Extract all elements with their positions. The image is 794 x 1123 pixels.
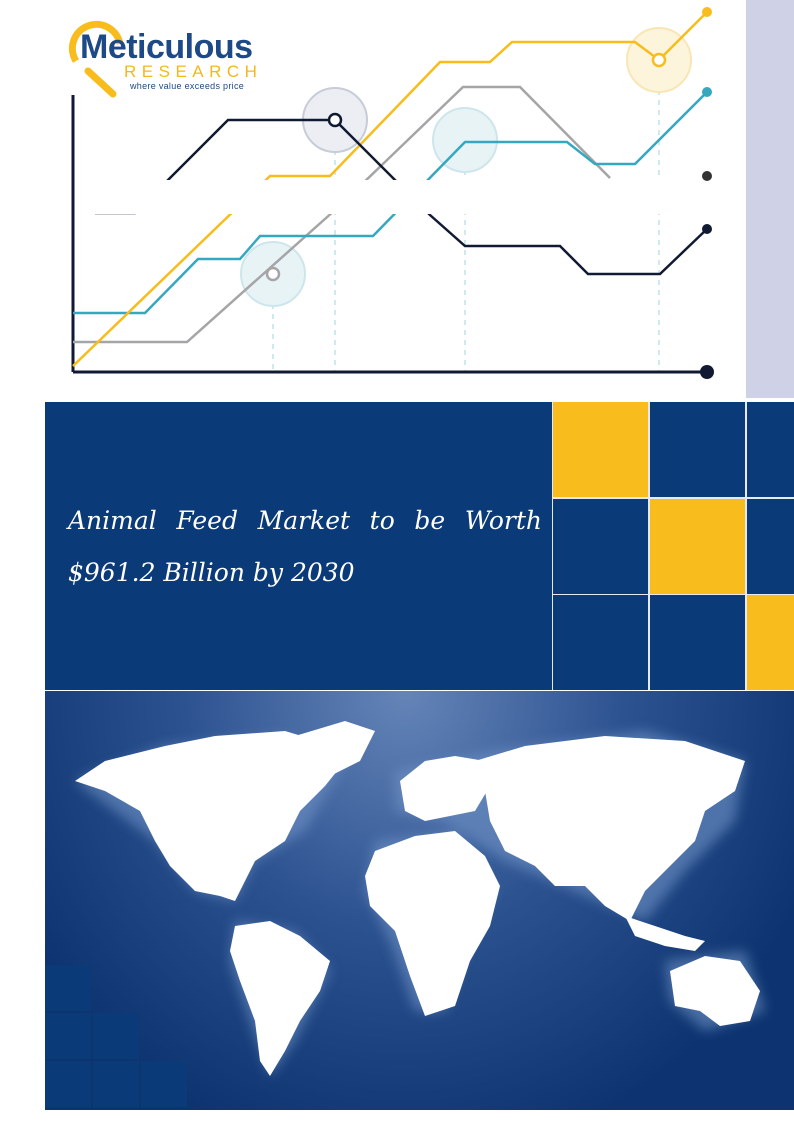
australia xyxy=(670,956,760,1026)
decorative-squares xyxy=(552,402,794,690)
white-band xyxy=(90,180,700,214)
decorative-line-chart xyxy=(71,7,714,379)
europe xyxy=(400,756,490,821)
report-title: Animal Feed Market to be Worth $961.2 Bi… xyxy=(68,506,542,587)
logo-name: Meticulous xyxy=(80,28,253,66)
logo-sub: RESEARCH xyxy=(124,62,263,81)
south-america xyxy=(230,921,330,1076)
corner-squares xyxy=(45,965,189,1109)
africa xyxy=(365,831,500,1016)
north-america xyxy=(75,731,345,901)
highlight-circle xyxy=(432,107,498,173)
axis-end-dot xyxy=(700,365,714,379)
logo-tagline: where value exceeds price xyxy=(130,81,245,91)
logo: Meticulous RESEARCH where value exceeds … xyxy=(68,14,278,104)
southeast-asia xyxy=(625,916,705,951)
greenland xyxy=(295,721,375,776)
magnifier-icon xyxy=(68,20,124,98)
teal-line xyxy=(73,91,708,315)
world-map xyxy=(45,691,794,1110)
gray-line xyxy=(73,85,611,344)
yellow-line xyxy=(72,11,708,367)
side-strip xyxy=(746,0,794,398)
asia xyxy=(475,736,745,921)
world-map-image xyxy=(75,721,765,1076)
